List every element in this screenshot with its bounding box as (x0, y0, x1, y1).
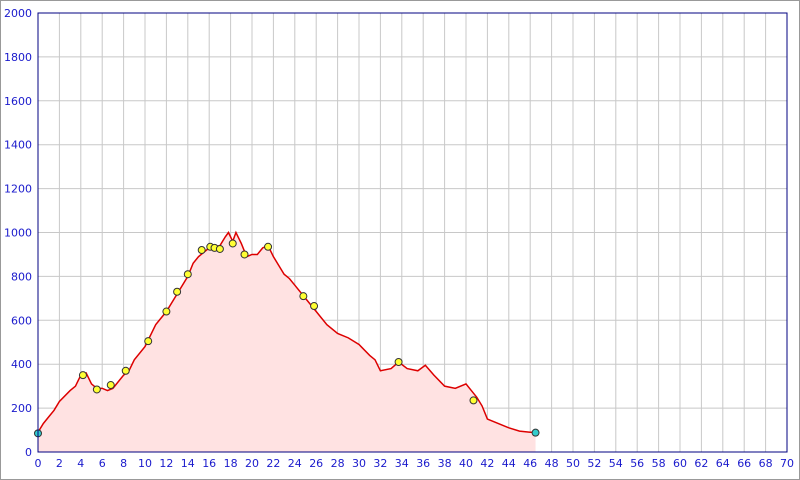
x-tick-label: 70 (780, 457, 794, 470)
x-tick-label: 46 (523, 457, 537, 470)
x-tick-label: 32 (373, 457, 387, 470)
y-tick-label: 1800 (4, 51, 32, 64)
x-tick-label: 30 (352, 457, 366, 470)
waypoint-marker (264, 242, 273, 251)
x-tick-label: 44 (502, 457, 516, 470)
x-tick-label: 2 (56, 457, 63, 470)
x-tick-label: 16 (202, 457, 216, 470)
x-tick-label: 58 (652, 457, 666, 470)
waypoint-marker (106, 381, 115, 390)
waypoint-marker (92, 385, 101, 394)
x-tick-label: 64 (716, 457, 730, 470)
x-tick-label: 12 (159, 457, 173, 470)
waypoint-marker (299, 292, 308, 301)
y-tick-label: 200 (11, 402, 32, 415)
y-tick-label: 1200 (4, 183, 32, 196)
x-tick-label: 36 (416, 457, 430, 470)
x-tick-label: 68 (759, 457, 773, 470)
x-tick-label: 20 (245, 457, 259, 470)
x-tick-label: 42 (480, 457, 494, 470)
x-tick-label: 10 (138, 457, 152, 470)
waypoint-marker (144, 337, 153, 346)
x-tick-label: 50 (566, 457, 580, 470)
x-tick-label: 38 (438, 457, 452, 470)
x-tick-label: 54 (609, 457, 623, 470)
x-tick-label: 56 (630, 457, 644, 470)
waypoint-marker (240, 250, 249, 259)
x-tick-label: 26 (309, 457, 323, 470)
y-tick-label: 1400 (4, 139, 32, 152)
x-tick-label: 22 (266, 457, 280, 470)
waypoint-marker (183, 270, 192, 279)
waypoint-marker (162, 307, 171, 316)
x-tick-label: 48 (545, 457, 559, 470)
profile-line (37, 230, 536, 433)
y-tick-label: 1600 (4, 95, 32, 108)
waypoint-marker (310, 302, 319, 311)
x-tick-label: 60 (673, 457, 687, 470)
x-tick-label: 62 (694, 457, 708, 470)
x-tick-label: 28 (331, 457, 345, 470)
x-tick-label: 34 (395, 457, 409, 470)
waypoint-marker (173, 287, 182, 296)
y-tick-label: 400 (11, 358, 32, 371)
waypoint-marker (215, 244, 224, 253)
x-tick-label: 40 (459, 457, 473, 470)
waypoint-marker (197, 246, 206, 255)
x-tick-label: 0 (35, 457, 42, 470)
waypoint-marker (394, 358, 403, 367)
x-tick-label: 18 (224, 457, 238, 470)
waypoint-marker (228, 239, 237, 248)
x-tick-label: 6 (99, 457, 106, 470)
x-tick-label: 14 (181, 457, 195, 470)
x-tick-label: 24 (288, 457, 302, 470)
y-tick-label: 1000 (4, 227, 32, 240)
waypoint-marker (121, 366, 130, 375)
y-tick-label: 0 (25, 446, 32, 459)
x-tick-label: 52 (587, 457, 601, 470)
x-tick-label: 8 (120, 457, 127, 470)
y-tick-label: 800 (11, 270, 32, 283)
x-tick-label: 66 (737, 457, 751, 470)
x-tick-label: 4 (77, 457, 84, 470)
area-fill (38, 232, 536, 452)
waypoint-marker (469, 396, 478, 405)
waypoint-marker (531, 428, 540, 437)
y-tick-label: 2000 (4, 7, 32, 20)
plot-border (37, 12, 788, 453)
waypoint-marker (78, 371, 87, 380)
y-tick-label: 600 (11, 314, 32, 327)
